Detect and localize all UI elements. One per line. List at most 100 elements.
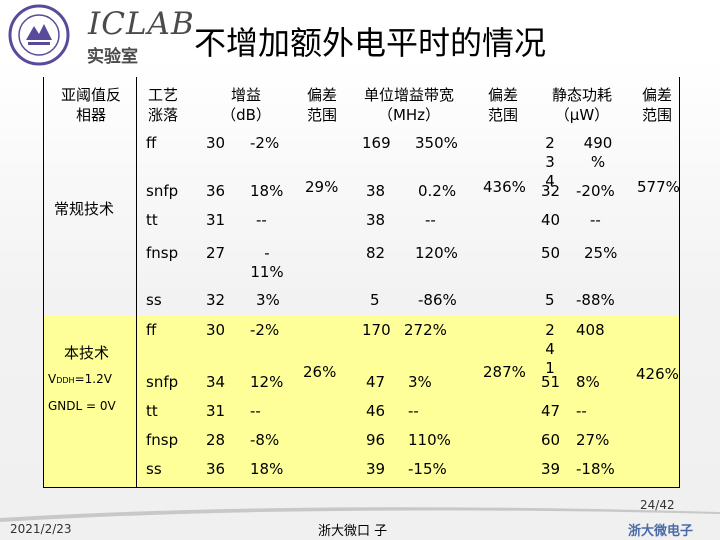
gain-cell: 30 [206,134,226,152]
highlight-background [43,315,679,488]
gain-cell: 28 [206,431,226,449]
gain-pct-cell: -- [256,211,267,229]
gain-pct-cell: 12% [250,373,284,391]
corner-cell: snfp [146,373,179,391]
power-cell: 40 [541,211,561,229]
power-pct-cell: -- [576,402,587,420]
gbw-dev-proposed: 287% [483,363,526,381]
lab-label: 实验室 [87,47,138,67]
power-cell: 47 [541,402,561,420]
table-column-divider [136,77,137,488]
gain-pct-cell: - 11% [250,244,284,281]
power-pct-cell: -88% [576,291,615,309]
header-gain-dev: 偏差 范围 [306,86,337,124]
gbw-cell: 96 [366,431,386,449]
gain-cell: 36 [206,182,226,200]
gbw-cell: 169 [362,134,391,152]
gain-cell: 31 [206,402,226,420]
page-title: 不增加额外电平时的情况 [194,24,547,62]
gbw-pct-cell: 272% [404,321,447,339]
corner-cell: tt [146,211,158,229]
date-label: 2021/2/23 [10,522,72,536]
power-pct-cell: 408 [576,321,605,339]
gbw-pct-cell: 3% [408,373,432,391]
corner-cell: snfp [146,182,179,200]
gbw-pct-cell: -86% [418,291,457,309]
header-gbw-dev: 偏差 范围 [487,86,518,124]
gbw-pct-cell: -- [408,402,419,420]
gbw-pct-cell: -15% [408,460,447,478]
gain-dev-proposed: 26% [303,363,337,381]
power-cell: 24 1 [545,321,555,377]
gbw-cell: 46 [366,402,386,420]
power-cell: 5 [545,291,555,309]
vddh-label: VDDH=1.2V [48,372,112,386]
gbw-pct-cell: -- [425,211,436,229]
org-label: 浙大微口 子 [318,524,388,539]
power-dev-proposed: 426% [636,365,679,383]
gbw-cell: 38 [366,211,386,229]
zju-seal-icon [8,4,70,66]
header-process: 工艺 涨落 [147,86,178,124]
power-pct-cell: -20% [576,182,615,200]
gbw-cell: 170 [362,321,391,339]
power-pct-cell: 27% [576,431,610,449]
corner-cell: ss [146,460,162,478]
page-number: 24/42 [640,498,675,512]
power-pct-cell: 490 % [583,134,613,171]
corner-cell: fnsp [146,244,179,262]
gain-cell: 32 [206,291,226,309]
header-power: 静态功耗 （μW） [551,86,612,124]
power-cell: 50 [541,244,561,262]
corner-cell: ss [146,291,162,309]
gbw-cell: 82 [366,244,386,262]
footer [0,488,720,540]
header: ICLAB 实验室 不增加额外电平时的情况 [0,0,720,70]
table-border-left [43,77,44,488]
gain-cell: 30 [206,321,226,339]
gain-cell: 31 [206,211,226,229]
gain-dev-conventional: 29% [305,178,339,196]
table-border-bottom [43,487,680,488]
gain-pct-cell: 18% [250,182,284,200]
gbw-pct-cell: 350% [415,134,458,152]
power-pct-cell: -- [590,211,601,229]
gbw-pct-cell: 120% [415,244,458,262]
power-pct-cell: -18% [576,460,615,478]
header-gain: 增益 （dB） [221,86,271,124]
power-cell: 60 [541,431,561,449]
table-border-right [679,77,680,488]
gain-pct-cell: 3% [256,291,280,309]
power-cell: 32 [541,182,561,200]
logo-text: ICLAB [88,6,195,42]
brand-logo: 浙大微电子 [628,524,694,539]
gain-pct-cell: 18% [250,460,284,478]
power-cell: 39 [541,460,561,478]
corner-cell: ff [146,321,157,339]
gndl-label: GNDL = 0V [48,399,116,413]
gbw-cell: 38 [366,182,386,200]
group-label-proposed: 本技术 [64,344,110,362]
power-pct-cell: 8% [576,373,600,391]
gain-cell: 27 [206,244,226,262]
gain-pct-cell: -2% [250,321,280,339]
header-power-dev: 偏差 范围 [641,86,672,124]
gain-pct-cell: -2% [250,134,280,152]
gbw-pct-cell: 0.2% [418,182,457,200]
gbw-dev-conventional: 436% [483,178,526,196]
gain-cell: 34 [206,373,226,391]
gain-pct-cell: -8% [250,431,280,449]
gain-cell: 36 [206,460,226,478]
power-pct-cell: 25% [584,244,618,262]
gbw-pct-cell: 110% [408,431,451,449]
gbw-cell: 39 [366,460,386,478]
corner-cell: tt [146,402,158,420]
header-gbw: 单位增益带宽 （MHz） [363,86,454,124]
group-label-conventional: 常规技术 [54,200,115,218]
gbw-cell: 5 [370,291,380,309]
power-cell: 23 4 [545,134,555,190]
footer-wave [0,507,720,522]
gain-pct-cell: -- [250,402,261,420]
power-cell: 51 [541,373,561,391]
